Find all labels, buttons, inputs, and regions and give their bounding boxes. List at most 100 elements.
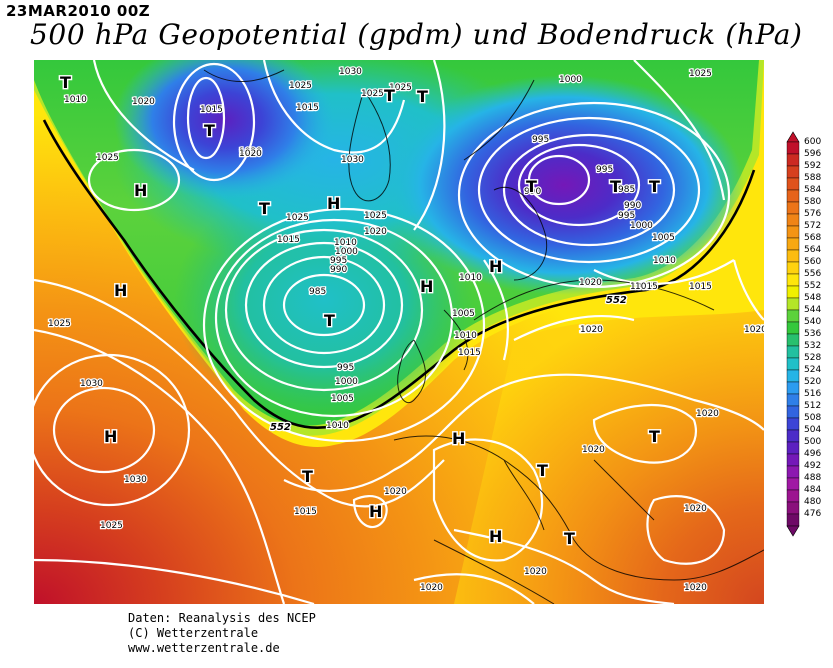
isobar-label: 1030 (341, 155, 364, 165)
colorbar-swatch (786, 273, 800, 287)
isobar-label: 1015 (277, 235, 300, 245)
isobar-label: 1020 (420, 583, 443, 593)
isobar-label: 1015 (458, 348, 481, 358)
colorbar-tick-label: 588 (804, 173, 822, 183)
colorbar-swatch (786, 141, 800, 155)
isobar-label: 1030 (80, 379, 103, 389)
isobar-label: 995 (618, 211, 635, 221)
colorbar-swatch (786, 513, 800, 527)
colorbar-tick-label: 532 (804, 341, 822, 351)
colorbar-tick-label: 516 (804, 389, 822, 399)
colorbar-tick-label: 488 (804, 473, 822, 483)
isobar-label: 1010 (334, 238, 357, 248)
isobar-label: 1015 (630, 282, 653, 292)
isobar-label: 1020 (132, 97, 155, 107)
isobar-label: 985 (309, 287, 326, 297)
colorbar-tick-label: 548 (804, 293, 822, 303)
high-pressure-center: H (369, 502, 382, 521)
isobar-label: 1015 (689, 282, 712, 292)
isobar-label: 1000 (630, 221, 653, 231)
high-pressure-center: H (327, 194, 340, 213)
colorbar-swatch (786, 309, 800, 323)
isobar-label: 1010 (454, 331, 477, 341)
colorbar-legend: 600 596 592 588 584 580 576 572 568 564 560 556 552 5… (783, 130, 833, 540)
colorbar-swatch (786, 189, 800, 203)
isobar-label: 995 (337, 363, 354, 373)
map-datetime: 23MAR2010 00Z (6, 2, 151, 20)
isobar-label: 1025 (361, 89, 384, 99)
isobar-label: 1025 (286, 213, 309, 223)
colorbar-swatch (786, 285, 800, 299)
isobar-label: 1015 (744, 325, 764, 335)
colorbar-swatch (786, 201, 800, 215)
isobar-label: 1015 (635, 282, 658, 292)
isobar-label: 1010 (64, 95, 87, 105)
colorbar-swatch (786, 249, 800, 263)
colorbar-tick-label: 572 (804, 221, 822, 231)
high-pressure-center: H (134, 181, 147, 200)
colorbar-swatch (786, 501, 800, 515)
isobar-label: 995 (330, 256, 347, 266)
contour-552 (42, 119, 756, 430)
colorbar-swatch (786, 453, 800, 467)
map-canvas: 1010 1020 1025 1015 1020 1030 1025 1025 1015 1020… (34, 60, 764, 604)
weather-map: 1010 1020 1025 1015 1020 1030 1025 1025 1015 1020… (34, 60, 764, 604)
isobar-label: 1020 (684, 504, 707, 514)
colorbar-swatch (786, 417, 800, 431)
colorbar-swatch (786, 441, 800, 455)
high-pressure-center: H (489, 257, 502, 276)
colorbar-swatch (786, 177, 800, 191)
isobar-label: 995 (596, 165, 613, 175)
isobar-label: 1010 (459, 273, 482, 283)
isobar-label: 1005 (652, 233, 675, 243)
colorbar-swatch (786, 213, 800, 227)
low-pressure-center: T (537, 461, 548, 480)
low-pressure-center: T (384, 86, 395, 105)
colorbar-swatch (786, 321, 800, 335)
isobar-label: 990 (524, 187, 541, 197)
isobar-label: 1025 (96, 153, 119, 163)
low-pressure-center: T (417, 87, 428, 106)
colorbar-tick-label: 492 (804, 461, 822, 471)
isobar-label: 1025 (364, 211, 387, 221)
colorbar-tick-label: 584 (804, 185, 822, 195)
isobar-label: 1015 (296, 103, 319, 113)
high-pressure-center: H (114, 281, 127, 300)
colorbar-top-arrow (786, 131, 800, 143)
isobar-label: 1000 (335, 377, 358, 387)
low-pressure-center: T (649, 177, 660, 196)
colorbar-tick-label: 528 (804, 353, 822, 363)
isobar-label: 1025 (289, 81, 312, 91)
low-pressure-center: T (302, 467, 313, 486)
isobar-label: 985 (618, 185, 635, 195)
colorbar-tick-label: 540 (804, 317, 822, 327)
isobar-label: 1020 (364, 227, 387, 237)
isobar-label: 1010 (653, 256, 676, 266)
high-pressure-center: H (420, 277, 433, 296)
colorbar-tick-label: 476 (804, 509, 822, 519)
low-pressure-center: T (526, 177, 537, 196)
footer-copyright: (C) Wetterzentrale (128, 626, 259, 640)
low-pressure-center: T (649, 427, 660, 446)
isobar-label: 1015 (294, 507, 317, 517)
colorbar-tick-label: 512 (804, 401, 822, 411)
colorbar-tick-label: 556 (804, 269, 822, 279)
contour-552-label: 552 (270, 422, 291, 433)
low-pressure-center: T (324, 311, 335, 330)
colorbar-tick-label: 592 (804, 161, 822, 171)
high-pressure-center: H (104, 427, 117, 446)
isobar-label: 990 (330, 265, 347, 275)
isobar-label: 990 (624, 201, 641, 211)
colorbar-tick-label: 504 (804, 425, 822, 435)
colorbar-swatch (786, 357, 800, 371)
isobar-label: 995 (532, 135, 549, 145)
contour-552-label: 552 (606, 295, 627, 306)
isobar-label: 1020 (579, 278, 602, 288)
coastlines (203, 69, 764, 604)
colorbar-swatch (786, 297, 800, 311)
isobar-label: 1025 (48, 319, 71, 329)
isobar-label: 1025 (579, 325, 602, 335)
colorbar-swatch (786, 333, 800, 347)
colorbar-tick-label: 596 (804, 149, 822, 159)
low-pressure-center: T (610, 177, 621, 196)
